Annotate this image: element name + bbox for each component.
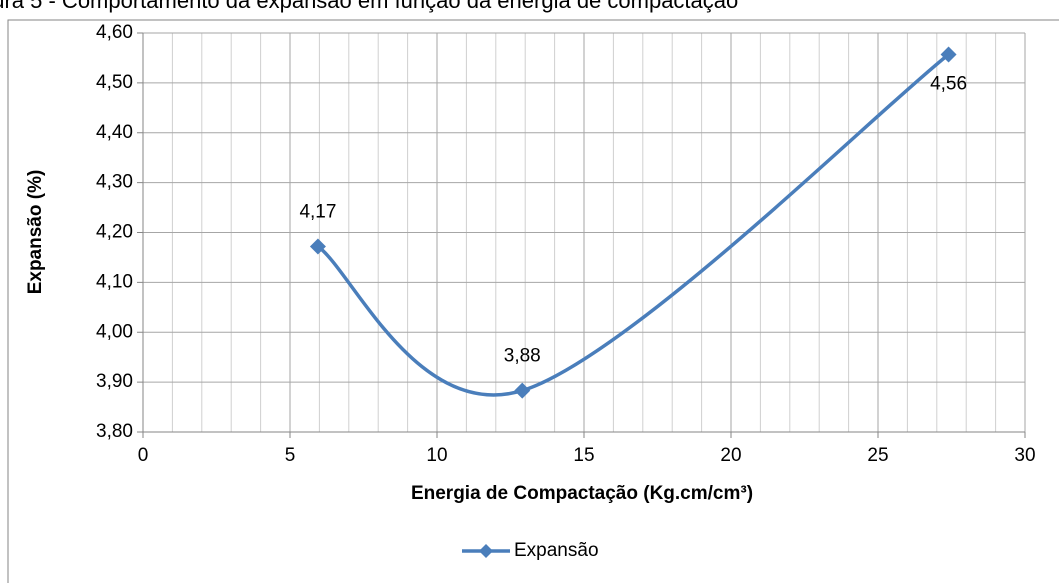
legend-marker (479, 544, 493, 558)
x-tick-label: 10 (426, 445, 447, 466)
x-axis-title: Energia de Compactação (Kg.cm/cm³) (411, 483, 753, 504)
x-tick-label: 30 (1014, 445, 1035, 466)
line (316, 53, 950, 397)
marker (940, 46, 957, 63)
x-tick-label: 20 (720, 445, 741, 466)
y-tick-label: 4,60 (96, 22, 133, 43)
marker (309, 238, 326, 255)
y-tick-label: 3,80 (96, 421, 133, 442)
legend-label: Expansão (514, 540, 599, 561)
y-tick-label: 3,90 (96, 371, 133, 392)
data-label: 4,56 (930, 73, 967, 94)
x-tick-label: 5 (285, 445, 296, 466)
marker (514, 382, 531, 399)
y-tick-label: 4,50 (96, 72, 133, 93)
y-tick-label: 4,30 (96, 172, 133, 193)
y-tick-label: 4,40 (96, 122, 133, 143)
data-label: 3,88 (504, 346, 541, 367)
x-tick-label: 15 (573, 445, 594, 466)
x-tick-label: 0 (138, 445, 149, 466)
x-tick-label: 25 (867, 445, 888, 466)
data-label: 4,17 (299, 201, 336, 222)
chart-title: gura 5 - Comportamento da expansão em fu… (0, 0, 738, 13)
y-tick-label: 4,00 (96, 321, 133, 342)
y-axis-title: Expansão (%) (25, 170, 46, 295)
y-tick-label: 4,20 (96, 222, 133, 243)
y-tick-label: 4,10 (96, 271, 133, 292)
